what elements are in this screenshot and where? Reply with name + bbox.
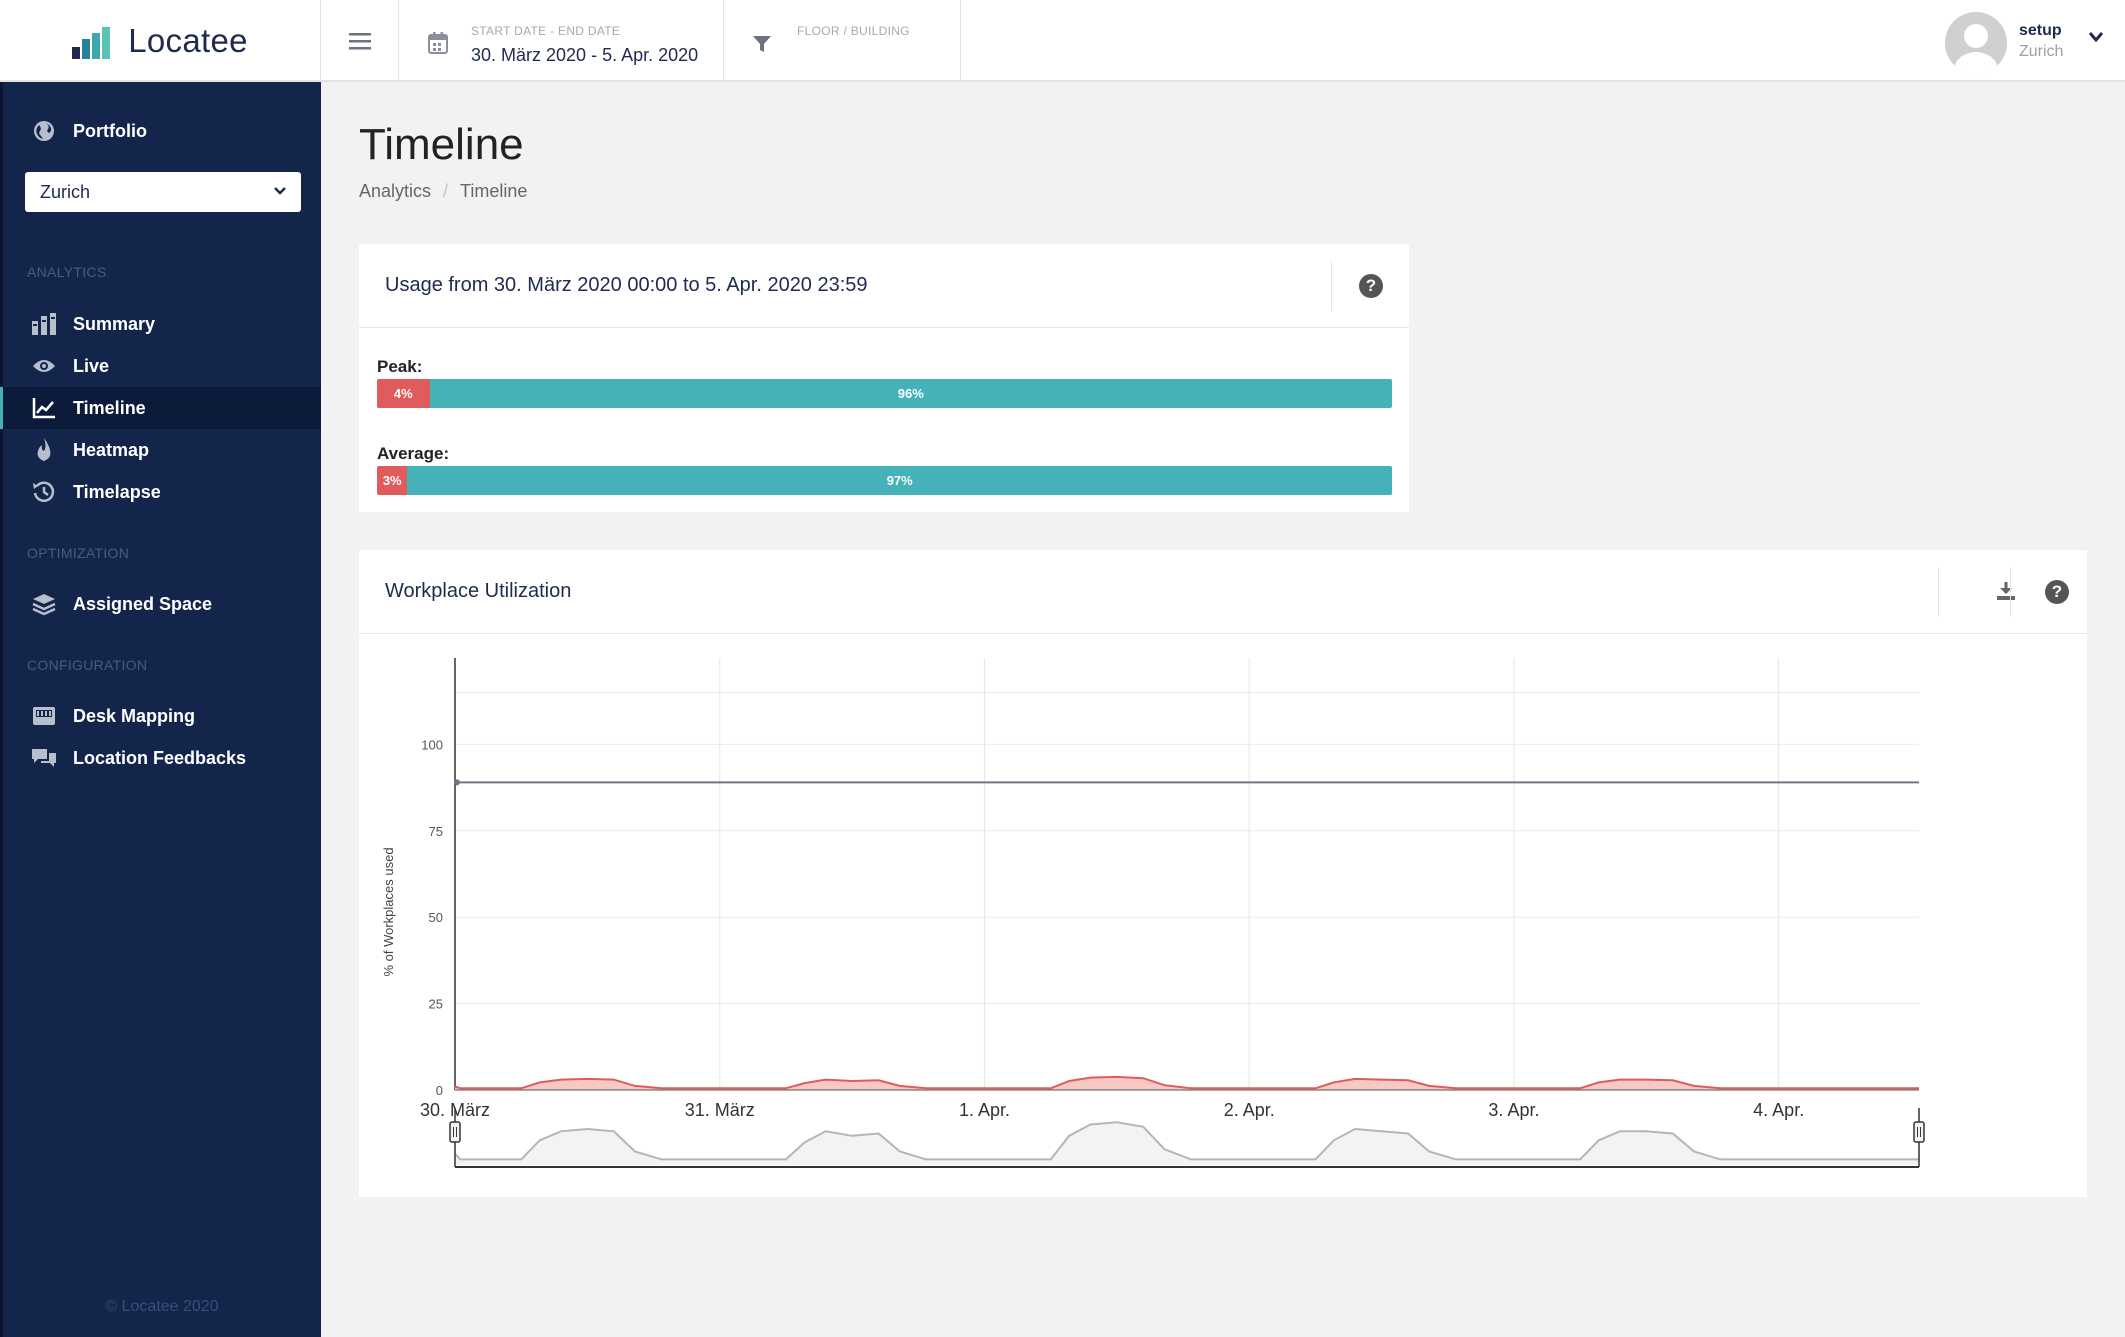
breadcrumb: Analytics / Timeline xyxy=(359,181,527,202)
y-tick-label: 100 xyxy=(421,737,443,752)
layers-icon xyxy=(31,591,57,617)
sidebar-item-label: Desk Mapping xyxy=(73,705,196,726)
utilization-card-header: Workplace Utilization ? xyxy=(359,550,2087,634)
utilization-card-title: Workplace Utilization xyxy=(385,580,572,602)
capacity-line-marker xyxy=(454,779,460,786)
menu-toggle-button[interactable] xyxy=(321,0,399,82)
peak-free-segment: 96% xyxy=(429,379,1392,408)
section-header-optimization: Optimization xyxy=(27,545,130,561)
sidebar-item-location-feedbacks[interactable]: Location Feedbacks xyxy=(3,737,321,779)
x-tick-label: 3. Apr. xyxy=(1488,1100,1539,1120)
peak-bar: 4% 96% xyxy=(377,379,1392,408)
navigator-right-handle[interactable] xyxy=(1913,1121,1925,1143)
sidebar-item-label: Portfolio xyxy=(73,120,147,141)
date-range-value: 30. März 2020 - 5. Apr. 2020 xyxy=(471,45,699,65)
desk-mapping-icon xyxy=(31,703,57,729)
x-tick-label: 4. Apr. xyxy=(1753,1100,1804,1120)
user-name: setup xyxy=(2019,22,2062,39)
header-divider xyxy=(2010,567,2011,617)
sidebar-item-label: Timelapse xyxy=(73,481,161,502)
location-select-value: Zurich xyxy=(40,182,91,202)
x-tick-label: 1. Apr. xyxy=(959,1100,1010,1120)
top-bar: Locatee START DATE - END DATE 30. März 2… xyxy=(0,0,2125,82)
y-tick-label: 75 xyxy=(429,824,443,839)
eye-icon xyxy=(31,353,57,379)
floor-building-filter[interactable]: FLOOR / BUILDING xyxy=(724,0,961,82)
help-icon[interactable]: ? xyxy=(1359,274,1383,298)
sidebar-item-label: Live xyxy=(73,355,110,376)
chevron-down-icon xyxy=(274,187,286,195)
sidebar-item-assigned-space[interactable]: Assigned Space xyxy=(3,583,321,625)
section-header-configuration: Configuration xyxy=(27,657,148,673)
usage-card: Usage from 30. März 2020 00:00 to 5. Apr… xyxy=(359,244,1409,512)
sidebar-item-label: Timeline xyxy=(73,397,146,418)
usage-card-header: Usage from 30. März 2020 00:00 to 5. Apr… xyxy=(359,244,1409,328)
workplace-utilization-card: Workplace Utilization ? 0 25 50 75 100 30. Mä… xyxy=(359,550,2087,1197)
average-used-segment: 3% xyxy=(377,466,408,495)
sidebar-item-label: Assigned Space xyxy=(73,593,213,614)
x-tick-label: 31. März xyxy=(685,1100,755,1120)
help-icon[interactable]: ? xyxy=(2045,580,2069,604)
sidebar-item-timeline[interactable]: Timeline xyxy=(0,387,321,429)
filter-icon xyxy=(753,36,771,52)
peak-used-segment: 4% xyxy=(377,379,430,408)
section-header-analytics: Analytics xyxy=(27,264,107,280)
footer-copyright: © Locatee 2020 xyxy=(105,1298,219,1315)
brand-name: Locatee xyxy=(128,22,248,59)
area-series-fill xyxy=(455,1076,1919,1090)
y-axis-label: % of Workplaces used xyxy=(381,847,396,976)
area-series-line xyxy=(454,1075,1919,1090)
hamburger-icon xyxy=(348,33,371,50)
navigator-area xyxy=(455,1122,1919,1165)
sidebar-item-timelapse[interactable]: Timelapse xyxy=(3,471,321,513)
x-tick-label: 2. Apr. xyxy=(1224,1100,1275,1120)
sidebar-item-label: Heatmap xyxy=(73,439,150,460)
calendar-icon xyxy=(428,32,448,54)
history-icon xyxy=(31,479,57,505)
breadcrumb-item-analytics[interactable]: Analytics xyxy=(359,181,432,201)
date-range-label: START DATE - END DATE xyxy=(471,24,621,38)
usage-card-title: Usage from 30. März 2020 00:00 to 5. Apr… xyxy=(385,274,868,296)
average-bar: 3% 97% xyxy=(377,466,1392,495)
sidebar-item-portfolio[interactable]: Portfolio xyxy=(3,110,321,152)
chevron-down-icon[interactable] xyxy=(2088,31,2104,43)
navigator-left-handle[interactable] xyxy=(449,1121,461,1143)
locatee-logo-icon xyxy=(72,27,111,59)
globe-icon xyxy=(31,118,57,144)
comments-icon xyxy=(31,745,57,771)
avatar xyxy=(1945,12,2007,74)
summary-chart-icon xyxy=(31,311,57,337)
y-tick-label: 0 xyxy=(436,1083,443,1098)
y-tick-label: 50 xyxy=(429,910,443,925)
line-chart-icon xyxy=(31,395,57,421)
page-title: Timeline xyxy=(359,120,524,169)
main-content: Timeline Analytics / Timeline Usage from 3… xyxy=(321,82,2125,1337)
navigator-line xyxy=(454,1121,1919,1161)
breadcrumb-item-timeline: Timeline xyxy=(460,181,528,201)
user-avatar-icon xyxy=(1945,12,2007,74)
sidebar-item-label: Summary xyxy=(73,313,156,334)
location-select[interactable]: Zurich xyxy=(25,172,301,212)
flame-icon xyxy=(31,437,57,463)
sidebar: Portfolio Zurich Analytics Summary xyxy=(0,82,321,1337)
sidebar-item-live[interactable]: Live xyxy=(3,345,321,387)
sidebar-item-heatmap[interactable]: Heatmap xyxy=(3,429,321,471)
date-range-picker[interactable]: START DATE - END DATE 30. März 2020 - 5.… xyxy=(399,0,724,82)
user-menu[interactable]: setup Zurich xyxy=(1940,0,2125,82)
header-divider xyxy=(1938,567,1939,617)
breadcrumb-separator: / xyxy=(443,181,449,201)
sidebar-item-desk-mapping[interactable]: Desk Mapping xyxy=(3,695,321,737)
sidebar-item-label: Location Feedbacks xyxy=(73,747,247,768)
peak-label: Peak: xyxy=(377,357,423,376)
user-location: Zurich xyxy=(2019,43,2064,60)
average-label: Average: xyxy=(377,444,450,463)
average-free-segment: 97% xyxy=(407,466,1392,495)
header-divider xyxy=(1331,261,1332,311)
floor-building-label: FLOOR / BUILDING xyxy=(797,24,910,38)
y-tick-label: 25 xyxy=(429,997,443,1012)
logo[interactable]: Locatee xyxy=(0,0,321,82)
sidebar-item-summary[interactable]: Summary xyxy=(3,303,321,345)
download-icon[interactable] xyxy=(1996,581,2016,601)
